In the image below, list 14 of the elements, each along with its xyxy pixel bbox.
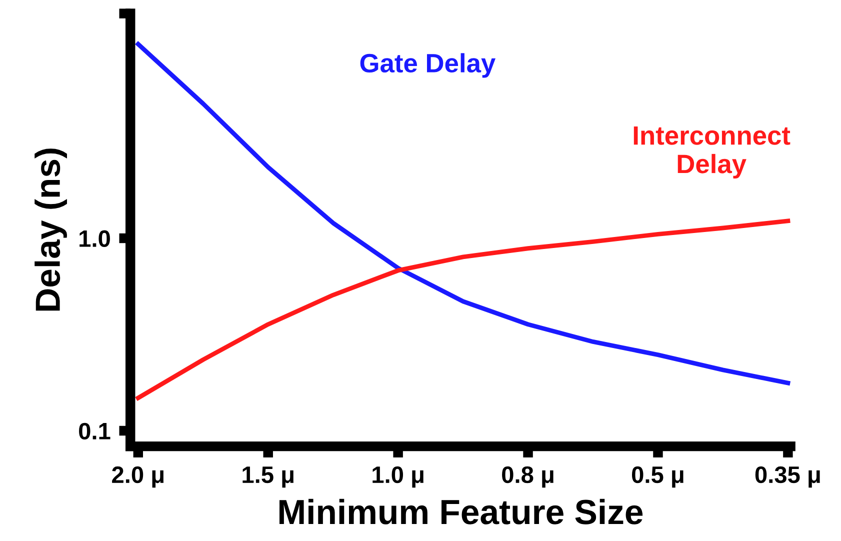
text: Gate Delay (360, 53, 496, 78)
x-tick-label: 0.35 μ (755, 466, 820, 488)
x-tick-label: 0.8 μ (502, 466, 554, 488)
line-series (136, 218, 790, 400)
x-tick-label: 0.5 μ (632, 466, 684, 488)
x-tick-label: 1.0 μ (372, 466, 424, 488)
y-tick-label: 0.1 (79, 422, 110, 440)
x-tick-label: 1.5 μ (242, 466, 294, 488)
line-series (136, 42, 790, 386)
y-axis-title: Delay (ns) (34, 148, 67, 311)
series-label: Interconnect Delay (634, 126, 790, 179)
x-axis-title: Minimum Feature Size (279, 498, 643, 524)
y-tick-label: 1.0 (80, 230, 110, 248)
x-tick-label: 2.0 μ (112, 466, 164, 488)
